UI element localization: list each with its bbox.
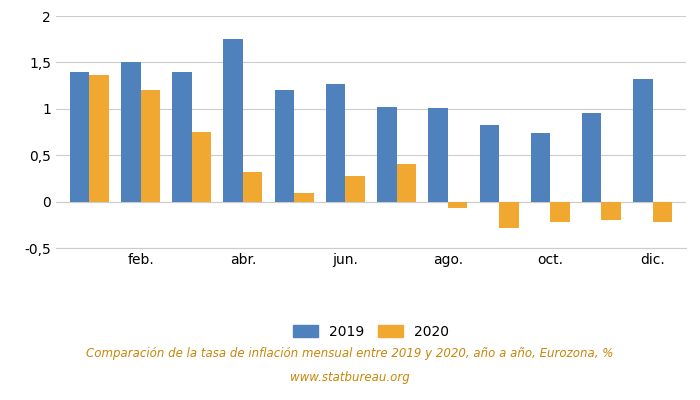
Bar bbox=[192, 132, 211, 202]
Bar bbox=[326, 84, 345, 202]
Bar bbox=[70, 72, 90, 202]
Bar bbox=[550, 202, 570, 222]
Legend: 2019, 2020: 2019, 2020 bbox=[293, 324, 449, 338]
Bar bbox=[397, 164, 416, 202]
Text: Comparación de la tasa de inflación mensual entre 2019 y 2020, año a año, Eurozo: Comparación de la tasa de inflación mens… bbox=[86, 348, 614, 360]
Bar bbox=[499, 202, 519, 228]
Bar bbox=[121, 62, 141, 202]
Bar bbox=[634, 79, 652, 202]
Bar bbox=[274, 90, 294, 202]
Bar bbox=[531, 133, 550, 202]
Bar bbox=[294, 193, 314, 202]
Bar bbox=[90, 75, 108, 202]
Bar bbox=[480, 124, 499, 202]
Bar bbox=[652, 202, 672, 222]
Bar bbox=[601, 202, 621, 220]
Bar bbox=[582, 112, 601, 202]
Text: www.statbureau.org: www.statbureau.org bbox=[290, 372, 410, 384]
Bar bbox=[428, 108, 448, 202]
Bar bbox=[377, 107, 397, 202]
Bar bbox=[141, 90, 160, 202]
Bar bbox=[448, 202, 468, 208]
Bar bbox=[345, 176, 365, 202]
Bar bbox=[223, 39, 243, 202]
Bar bbox=[172, 72, 192, 202]
Bar bbox=[243, 172, 262, 202]
